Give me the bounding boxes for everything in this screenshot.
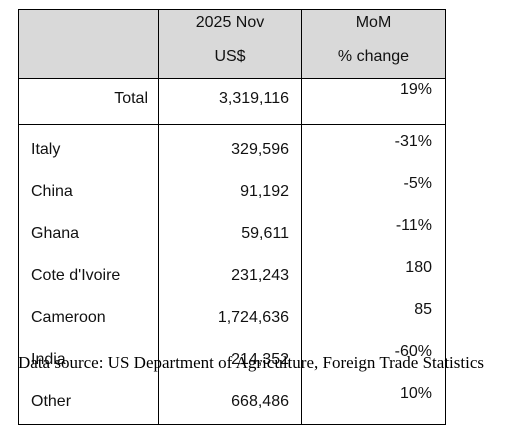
header-empty-cell [18, 9, 159, 46]
header-row-bottom: US$ % change [18, 46, 446, 79]
country-value: 91,192 [158, 174, 302, 216]
data-source-note: Data source: US Department of Agricultur… [18, 353, 484, 372]
country-value: 59,611 [158, 216, 302, 258]
header-pct-change: % change [301, 46, 446, 79]
trade-table-container: 2025 Nov MoM US$ % change Total 3,319,11… [18, 9, 446, 425]
country-change: -5% [301, 174, 446, 216]
table-row: Cote d'Ivoire 231,243 180 [18, 258, 446, 300]
country-change: 180 [301, 258, 446, 300]
country-name: Cote d'Ivoire [18, 258, 159, 300]
country-name: Italy [18, 132, 159, 174]
total-change: 19% [301, 78, 446, 125]
header-period: 2025 Nov [158, 9, 302, 46]
total-label: Total [18, 78, 159, 125]
country-name: China [18, 174, 159, 216]
table-row: India 214,352 -60% [18, 342, 446, 384]
country-value: 668,486 [158, 384, 302, 425]
country-value: 329,596 [158, 132, 302, 174]
country-name: Ghana [18, 216, 159, 258]
country-name: Other [18, 384, 159, 425]
spacer-row [18, 124, 446, 132]
total-row: Total 3,319,116 19% [18, 78, 446, 125]
country-change: -60% [301, 342, 446, 384]
header-mom: MoM [301, 9, 446, 46]
country-change: -31% [301, 132, 446, 174]
total-value: 3,319,116 [158, 78, 302, 125]
table-row: Other 668,486 10% [18, 384, 446, 425]
header-unit: US$ [158, 46, 302, 79]
country-change: -11% [301, 216, 446, 258]
country-change: 85 [301, 300, 446, 342]
table-row: Cameroon 1,724,636 85 [18, 300, 446, 342]
header-row-top: 2025 Nov MoM [18, 9, 446, 46]
country-value: 1,724,636 [158, 300, 302, 342]
table-row: Ghana 59,611 -11% [18, 216, 446, 258]
country-name: India [18, 342, 159, 384]
country-change: 10% [301, 384, 446, 425]
table-row: China 91,192 -5% [18, 174, 446, 216]
table-row: Italy 329,596 -31% [18, 132, 446, 174]
country-value: 214,352 [158, 342, 302, 384]
country-name: Cameroon [18, 300, 159, 342]
header-empty-cell [18, 46, 159, 79]
country-value: 231,243 [158, 258, 302, 300]
